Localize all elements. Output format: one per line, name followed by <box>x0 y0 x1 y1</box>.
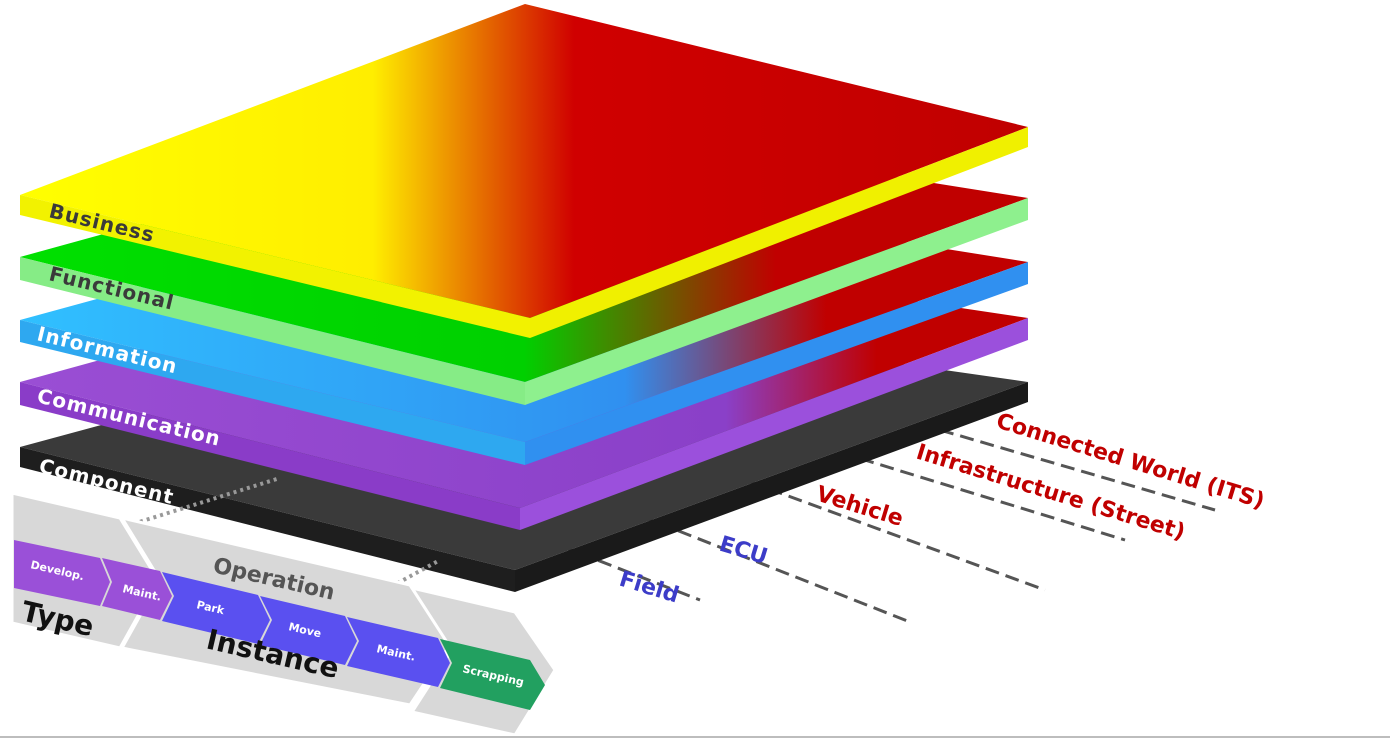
phase-park-label: Park <box>195 598 226 617</box>
layer-component-front <box>20 447 515 592</box>
phase-maint-type <box>102 558 172 620</box>
layer-business-top <box>20 4 1028 318</box>
life-cycle-axis: Develop. Maint. Park Move Maint. Scrappi… <box>10 476 557 737</box>
hierarchy-label-field: Field <box>616 567 681 609</box>
layer-information-side <box>525 262 1028 465</box>
phase-scrapping <box>440 639 545 710</box>
layer-functional-front <box>20 257 525 405</box>
hierarchy-label-vehicle: Vehicle <box>813 482 906 532</box>
phase-maint-instance <box>347 617 450 687</box>
layer-communication-side <box>520 318 1028 530</box>
layer-information-front <box>20 320 525 465</box>
layer-business-front <box>20 195 530 338</box>
dash-line-connected-world <box>939 428 1216 512</box>
phase-move <box>260 596 357 665</box>
layer-component-side <box>515 382 1028 592</box>
layer-business-side <box>530 127 1028 338</box>
dash-line-infrastructure <box>799 438 1126 542</box>
phase-develop <box>14 540 110 606</box>
layer-business: Business <box>20 4 1028 338</box>
layer-functional-side <box>525 198 1028 405</box>
phase-park <box>162 572 270 644</box>
hierarchy-label-ecu: ECU <box>716 532 770 570</box>
layer-communication-front <box>20 382 520 530</box>
